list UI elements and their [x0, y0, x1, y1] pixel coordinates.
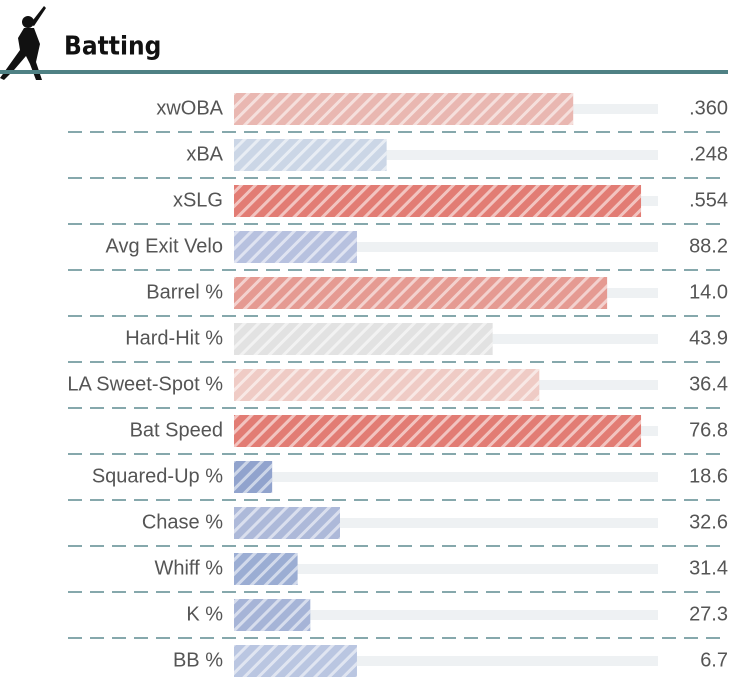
section-title: Batting	[64, 32, 161, 62]
bar-hatch	[234, 645, 357, 677]
stat-value: 32.6	[689, 511, 728, 533]
batter-icon	[0, 6, 46, 80]
stat-label: xwOBA	[156, 97, 223, 119]
stat-label: Hard-Hit %	[125, 327, 223, 349]
stat-value: 43.9	[689, 327, 728, 349]
stat-value: 18.6	[689, 465, 728, 487]
stat-value: 88.2	[689, 235, 728, 257]
bar-hatch	[234, 415, 642, 447]
bar-hatch	[234, 369, 540, 401]
bar-hatch	[234, 553, 298, 585]
stat-label: Bat Speed	[130, 419, 223, 441]
bar-track	[234, 150, 658, 160]
bar-track	[234, 242, 658, 252]
stat-value: 31.4	[689, 557, 728, 579]
header-rule	[0, 70, 728, 74]
stat-label: K %	[186, 603, 223, 625]
bar-hatch	[234, 461, 273, 493]
stat-label: Whiff %	[154, 557, 223, 579]
stat-label: Avg Exit Velo	[106, 235, 223, 257]
stat-label: Chase %	[142, 511, 223, 533]
bar-hatch	[234, 93, 574, 125]
bar-track	[234, 472, 658, 482]
stat-value: 36.4	[689, 373, 728, 395]
bar-hatch	[234, 507, 340, 539]
stat-value: 14.0	[689, 281, 728, 303]
bar-track	[234, 564, 658, 574]
stat-value: .554	[689, 189, 728, 211]
stat-label: LA Sweet-Spot %	[67, 373, 223, 395]
bar-hatch	[234, 323, 493, 355]
stat-label: xBA	[186, 143, 223, 165]
stat-value: 76.8	[689, 419, 728, 441]
bar-track	[234, 656, 658, 666]
stat-value: .360	[689, 97, 728, 119]
bar-track	[234, 518, 658, 528]
stat-value: 27.3	[689, 603, 728, 625]
stat-label: BB %	[173, 649, 223, 671]
stat-value: 6.7	[700, 649, 728, 671]
bar-hatch	[234, 185, 642, 217]
bar-hatch	[234, 231, 357, 263]
bar-hatch	[234, 599, 311, 631]
stat-label: Squared-Up %	[92, 465, 223, 487]
bar-track	[234, 610, 658, 620]
stat-value: .248	[689, 143, 728, 165]
stat-label: Barrel %	[146, 281, 223, 303]
stat-label: xSLG	[173, 189, 223, 211]
bar-hatch	[234, 139, 387, 171]
bar-hatch	[234, 277, 608, 309]
